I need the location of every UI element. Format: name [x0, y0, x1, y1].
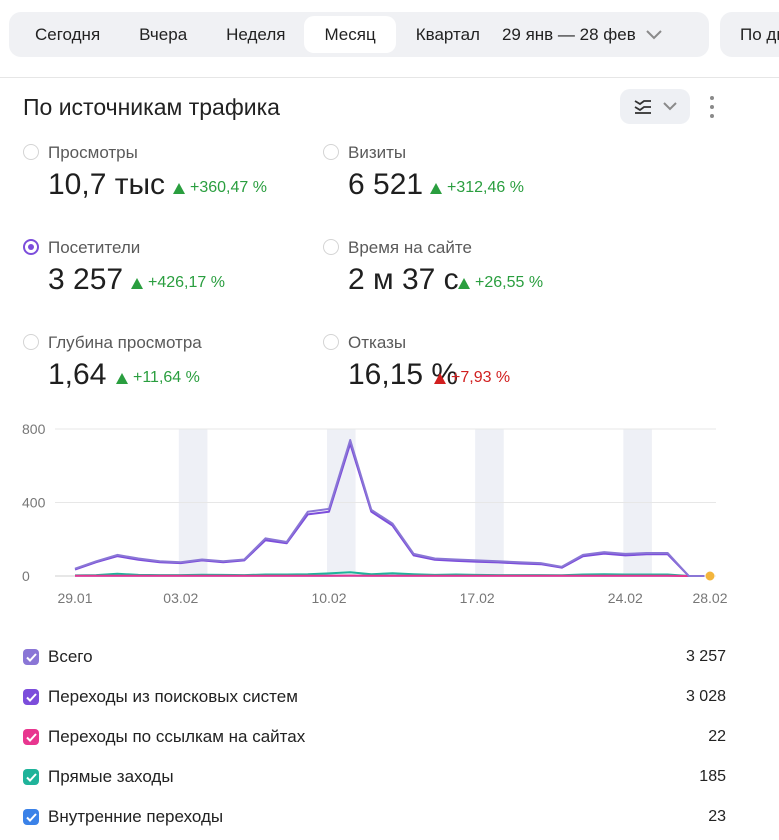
x-tick-label: 28.02 [692, 590, 727, 606]
legend-value: 185 [699, 768, 726, 785]
checkbox-checked-icon[interactable] [23, 809, 39, 825]
metric-delta-value: +312,46 % [447, 179, 524, 196]
divider [0, 77, 779, 78]
checkbox-checked-icon[interactable] [23, 769, 39, 785]
metric-delta: +7,93 % [434, 369, 510, 387]
legend-name: Переходы по ссылкам на сайтах [48, 727, 306, 746]
triangle-up-icon [173, 182, 185, 194]
y-tick-label: 400 [22, 495, 46, 511]
y-tick-label: 800 [22, 421, 46, 437]
series-line [74, 439, 710, 577]
metric-label: Посетители [48, 238, 141, 257]
checkbox-checked-icon[interactable] [23, 729, 39, 745]
chevron-down-icon [646, 29, 662, 39]
legend-name: Внутренние переходы [48, 807, 224, 826]
legend-value: 3 257 [685, 648, 726, 665]
metric-label: Отказы [348, 333, 407, 352]
checkbox-checked-icon[interactable] [23, 649, 39, 665]
metric-delta: +11,64 % [116, 369, 200, 387]
last-point-marker [704, 570, 716, 582]
metric-delta: +312,46 % [430, 179, 524, 197]
triangle-up-icon [434, 372, 446, 384]
metric-label: Визиты [348, 143, 407, 162]
metric-label: Время на сайте [348, 238, 472, 257]
metric-delta-value: +11,64 % [133, 369, 200, 386]
x-tick-label: 29.01 [57, 590, 92, 606]
chart-lines-icon [634, 99, 651, 114]
metric-value: 3 257 [48, 263, 124, 296]
period-tab-quarter[interactable]: Квартал [415, 24, 480, 44]
grouping-label: По дн [740, 24, 779, 44]
period-bar: Сегодня Вчера Неделя Месяц Квартал 29 ян… [9, 12, 709, 57]
legend-row[interactable]: Всего 3 257 [23, 645, 726, 669]
checkbox-checked-icon[interactable] [23, 689, 39, 705]
metric-visits[interactable]: Визиты 6 521 +312,46 % [323, 143, 613, 213]
traffic-chart: 0 400 800 29.01 03.02 10.02 17.02 24.02 28.02 [22, 421, 728, 606]
chart-type-button[interactable] [620, 89, 690, 124]
period-tab-week[interactable]: Неделя [226, 24, 286, 44]
metric-radio[interactable] [323, 144, 339, 160]
metric-radio[interactable] [323, 239, 339, 255]
legend-row[interactable]: Прямые заходы 185 [23, 765, 726, 789]
metric-time-on-site[interactable]: Время на сайте 2 м 37 с +26,55 % [323, 238, 613, 308]
metric-delta-value: +26,55 % [475, 274, 544, 291]
card-title: По источникам трафика [23, 94, 280, 120]
metric-delta: +360,47 % [173, 179, 267, 197]
metric-value: 10,7 тыс [48, 168, 166, 201]
x-tick-label: 03.02 [163, 590, 198, 606]
x-tick-label: 17.02 [460, 590, 495, 606]
triangle-up-icon [458, 277, 470, 289]
metric-radio[interactable] [323, 334, 339, 350]
metric-delta-value: +426,17 % [148, 274, 225, 291]
chevron-down-icon [663, 102, 677, 111]
legend-name: Всего [48, 647, 93, 666]
metric-delta-value: +7,93 % [451, 369, 511, 386]
legend-value: 3 028 [685, 688, 726, 705]
x-tick-label: 24.02 [608, 590, 643, 606]
metric-depth[interactable]: Глубина просмотра 1,64 +11,64 % [23, 333, 313, 403]
legend-value: 23 [708, 808, 726, 825]
x-tick-label: 10.02 [311, 590, 346, 606]
metric-value: 2 м 37 с [348, 263, 459, 296]
legend-row[interactable]: Внутренние переходы 23 [23, 805, 726, 829]
period-tab-today[interactable]: Сегодня [35, 24, 101, 44]
y-tick-label: 0 [22, 568, 30, 584]
metric-label: Глубина просмотра [48, 333, 202, 352]
period-tab-yesterday[interactable]: Вчера [139, 24, 188, 44]
metric-radio[interactable] [23, 144, 39, 160]
legend-value: 22 [708, 728, 726, 745]
metric-value: 1,64 [48, 358, 107, 391]
triangle-up-icon [430, 182, 442, 194]
date-range-label: 29 янв — 28 фев [501, 24, 636, 44]
metric-label: Просмотры [48, 143, 138, 162]
legend-row[interactable]: Переходы по ссылкам на сайтах 22 [23, 725, 726, 749]
metric-views[interactable]: Просмотры 10,7 тыс +360,47 % [23, 143, 313, 213]
triangle-up-icon [116, 372, 128, 384]
metric-delta: +26,55 % [458, 274, 543, 292]
metric-radio[interactable] [23, 239, 39, 255]
triangle-up-icon [131, 277, 143, 289]
more-icon[interactable] [703, 94, 721, 120]
period-tab-month[interactable]: Месяц [304, 16, 396, 53]
series-line [74, 442, 710, 577]
grouping-select[interactable]: По дн [720, 12, 779, 57]
metric-visitors[interactable]: Посетители 3 257 +426,17 % [23, 238, 313, 308]
metric-delta: +426,17 % [131, 274, 225, 292]
legend-row[interactable]: Переходы из поисковых систем 3 028 [23, 685, 726, 709]
metric-radio[interactable] [23, 334, 39, 350]
legend-name: Переходы из поисковых систем [48, 687, 298, 706]
date-range-picker[interactable]: 29 янв — 28 фев [502, 25, 662, 45]
legend-name: Прямые заходы [48, 767, 174, 786]
metric-bounces[interactable]: Отказы 16,15 % +7,93 % [323, 333, 613, 403]
metric-value: 6 521 [348, 168, 424, 201]
metric-delta-value: +360,47 % [190, 179, 267, 196]
